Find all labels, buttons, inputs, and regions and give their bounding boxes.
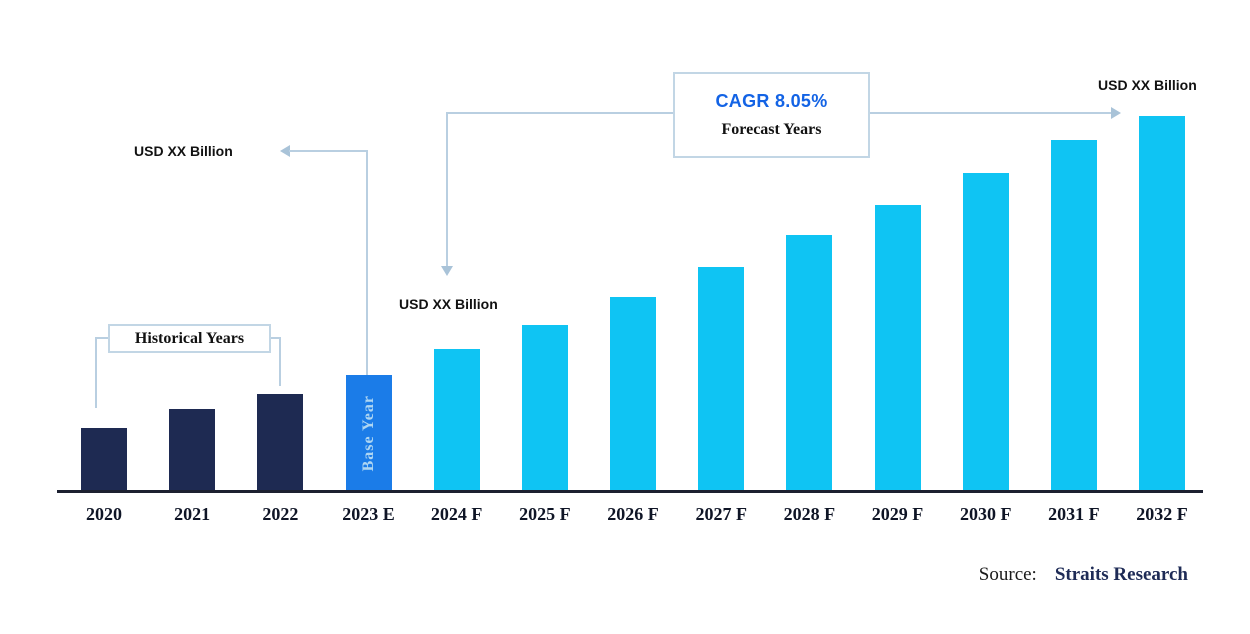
x-axis-label-2025-f: 2025 F	[519, 504, 571, 524]
historical-bracket-right-line	[279, 337, 281, 386]
bar-2026-f	[610, 297, 657, 491]
x-axis-label-2022: 2022	[262, 504, 299, 524]
x-axis-label-2027-f: 2027 F	[695, 504, 747, 524]
historical-bracket-right-stub	[270, 337, 281, 339]
cagr-left-vertical-line	[446, 112, 448, 267]
x-axis-label-2028-f: 2028 F	[783, 504, 836, 524]
cagr-left-horizontal-line	[447, 112, 673, 114]
historical-bracket-left-line	[95, 337, 97, 408]
x-axis-label-2024-f: 2024 F	[430, 504, 483, 524]
x-axis-label-2026-f: 2026 F	[607, 504, 659, 524]
bar-2024-f	[433, 349, 480, 491]
bar-2020	[81, 428, 127, 491]
historical-years-box: Historical Years	[108, 324, 271, 353]
bar-2029-f	[874, 205, 921, 491]
historical-bracket-left-stub	[96, 337, 109, 339]
base-year-arrow-vertical	[366, 150, 368, 375]
bar-2032-f	[1139, 116, 1186, 491]
x-axis-label-2020: 2020	[86, 504, 122, 524]
bar-2022	[257, 394, 304, 491]
historical-years-label: Historical Years	[134, 329, 245, 347]
source-prefix: Source:	[978, 564, 1037, 585]
cagr-right-horizontal-line	[870, 112, 1112, 114]
x-axis-label-2030-f: 2030 F	[959, 504, 1012, 524]
source-name: Straits Research	[1054, 564, 1188, 585]
x-axis-label-2029-f: 2029 F	[871, 504, 924, 524]
arrowhead-left-icon	[280, 145, 290, 157]
bar-2021	[169, 409, 216, 491]
bar-2023-e: Base Year	[345, 375, 392, 491]
base-year-label: Base Year	[359, 394, 377, 472]
forecast-years-label: Forecast Years	[721, 121, 822, 138]
x-axis-label-2021: 2021	[174, 504, 211, 524]
x-axis-line	[57, 490, 1203, 493]
bar-2030-f	[962, 173, 1009, 491]
x-axis-label-2031-f: 2031 F	[1048, 504, 1100, 524]
usd-label-historical: USD XX Billion	[134, 143, 233, 159]
bar-2025-f	[521, 325, 568, 491]
bar-2027-f	[698, 267, 745, 491]
usd-label-base: USD XX Billion	[399, 296, 498, 312]
x-axis-label-2023-e: 2023 E	[342, 504, 395, 524]
arrowhead-down-icon	[441, 266, 453, 276]
x-axis-label-2032-f: 2032 F	[1136, 504, 1188, 524]
cagr-box: CAGR 8.05% Forecast Years	[673, 72, 870, 158]
cagr-value-label: CAGR 8.05%	[715, 91, 828, 111]
source-row: Source: Straits Research	[979, 564, 1188, 586]
bar-2028-f	[786, 235, 833, 491]
bar-2031-f	[1050, 140, 1097, 491]
arrowhead-right-icon	[1111, 107, 1121, 119]
usd-label-final: USD XX Billion	[1098, 77, 1197, 93]
base-year-arrow-horizontal	[289, 150, 368, 152]
